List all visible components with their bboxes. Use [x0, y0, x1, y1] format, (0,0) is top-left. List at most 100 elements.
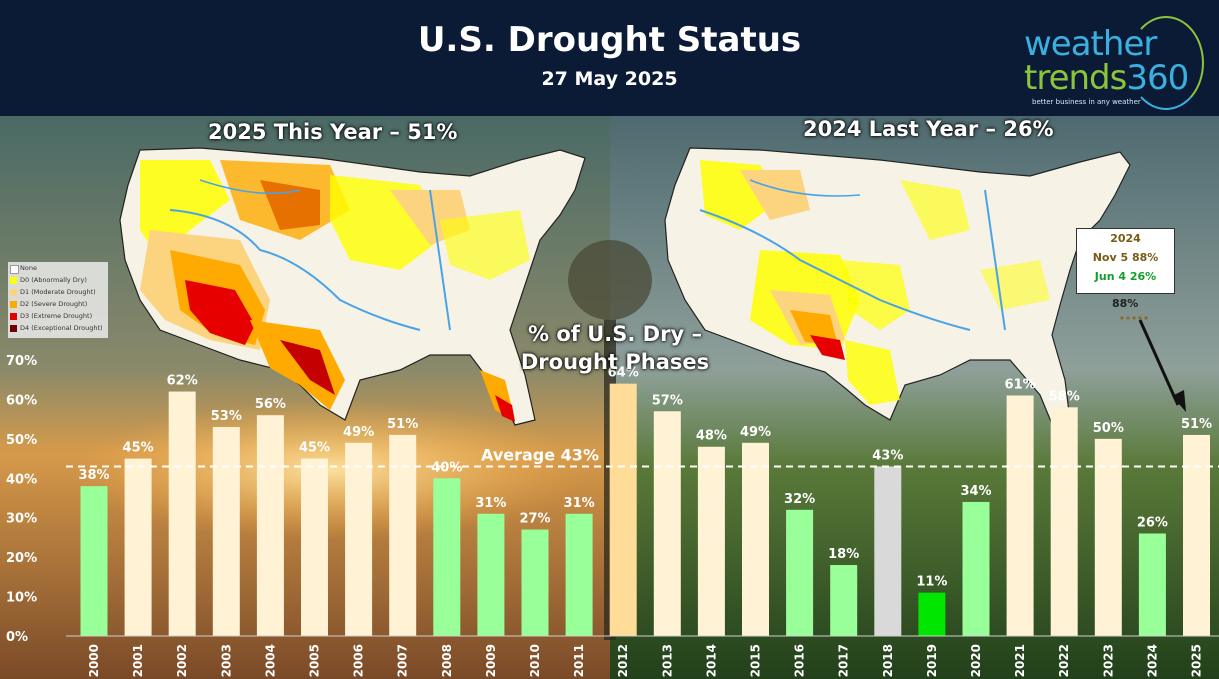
- us-map-2024: [664, 147, 1131, 425]
- bar-2002: [168, 391, 196, 636]
- value-label: 31%: [475, 496, 506, 511]
- legend-item: D3 (Extreme Drought): [8, 310, 108, 322]
- x-tick-label: 2017: [837, 644, 851, 677]
- legend-item: D2 (Severe Drought): [8, 298, 108, 310]
- legend-label: None: [20, 264, 37, 272]
- bar-2016: [786, 509, 814, 636]
- bar-2025: [1183, 434, 1210, 636]
- x-tick-label: 2010: [528, 644, 542, 677]
- y-tick-label: 60%: [6, 393, 37, 408]
- logo-text-line1: weather: [1024, 24, 1157, 64]
- legend-label: D3 (Extreme Drought): [20, 312, 93, 320]
- x-tick-label: 2007: [396, 644, 410, 677]
- value-label: 45%: [123, 441, 154, 456]
- y-tick-label: 30%: [6, 512, 37, 527]
- value-label: 51%: [1181, 417, 1212, 432]
- bar-2004: [256, 415, 284, 636]
- x-tick-label: 2008: [440, 644, 454, 677]
- legend-label: D2 (Severe Drought): [20, 300, 88, 308]
- x-tick-label: 2006: [352, 644, 366, 677]
- value-label: 49%: [740, 425, 771, 440]
- x-tick-label: 2020: [969, 644, 983, 677]
- bar-2018: [874, 466, 902, 636]
- x-tick-label: 2024: [1145, 644, 1159, 677]
- callout-peak: Nov 5 88%: [1092, 251, 1159, 264]
- bar-2003: [212, 427, 240, 636]
- y-tick-label: 0%: [6, 630, 28, 645]
- x-tick-label: 2004: [263, 644, 277, 677]
- bar-2024: [1138, 533, 1166, 636]
- chart-title: % of U.S. Dry – Drought Phases: [520, 322, 710, 374]
- value-label: 62%: [167, 374, 198, 389]
- x-tick-label: 2021: [1013, 644, 1027, 677]
- value-label: 43%: [872, 448, 903, 463]
- bar-2000: [80, 486, 108, 636]
- value-label: 64%: [608, 366, 639, 381]
- callout-box-2024: 2024 Nov 5 88% Jun 4 26%: [1076, 228, 1175, 294]
- legend-item: None: [8, 262, 108, 274]
- callout-current: Jun 4 26%: [1094, 270, 1157, 283]
- bar-2005: [301, 458, 328, 636]
- legend-swatch: [10, 265, 19, 274]
- x-tick-label: 2011: [572, 644, 586, 677]
- bar-2022: [1050, 407, 1078, 636]
- map-label-2025: 2025 This Year – 51%: [208, 120, 458, 144]
- x-tick-label: 2015: [749, 644, 763, 677]
- bar-2013: [653, 411, 681, 636]
- y-tick-label: 20%: [6, 551, 37, 566]
- value-label: 34%: [960, 484, 991, 499]
- x-tick-label: 2005: [308, 644, 322, 677]
- value-label: 50%: [1093, 421, 1124, 436]
- bar-2009: [477, 513, 505, 636]
- x-tick-label: 2013: [660, 644, 674, 677]
- value-label: 48%: [696, 429, 727, 444]
- legend-label: D4 (Exceptional Drought): [20, 324, 103, 332]
- logo-text-360: 360: [1126, 58, 1189, 98]
- x-tick-label: 2023: [1101, 644, 1115, 677]
- logo-tagline: better business in any weather: [1032, 98, 1141, 106]
- bar-2007: [389, 434, 417, 636]
- value-label: 26%: [1137, 515, 1168, 530]
- y-tick-label: 50%: [6, 433, 37, 448]
- bar-2011: [565, 513, 593, 636]
- value-label: 45%: [299, 441, 330, 456]
- x-tick-label: 2002: [175, 644, 189, 677]
- x-tick-label: 2009: [484, 644, 498, 677]
- drought-legend: None D0 (Abnormally Dry) D1 (Moderate Dr…: [8, 262, 108, 338]
- bar-2020: [962, 501, 990, 636]
- bar-2014: [697, 446, 725, 636]
- callout-year: 2024: [1110, 232, 1141, 245]
- y-tick-label: 70%: [6, 354, 37, 369]
- page-subtitle: 27 May 2025: [541, 68, 678, 90]
- bar-2008: [433, 478, 461, 636]
- bar-2015: [742, 442, 769, 636]
- bar-2012: [609, 383, 637, 636]
- logo-text-line2: trends360: [1024, 58, 1189, 98]
- brand-logo: weather trends360 better business in any…: [1018, 14, 1208, 110]
- x-tick-label: 2022: [1057, 644, 1071, 677]
- value-label: 58%: [1049, 389, 1080, 404]
- legend-item: D1 (Moderate Drought): [8, 286, 108, 298]
- bar-2017: [830, 565, 858, 636]
- value-label: 56%: [255, 397, 286, 412]
- value-label: 32%: [784, 492, 815, 507]
- value-label: 40%: [431, 460, 462, 475]
- x-tick-label: 2014: [704, 644, 718, 677]
- bar-2019: [918, 592, 946, 636]
- map-label-2024: 2024 Last Year – 26%: [803, 117, 1054, 141]
- x-tick-label: 2018: [881, 644, 895, 677]
- legend-item: D0 (Abnormally Dry): [8, 274, 108, 286]
- legend-label: D1 (Moderate Drought): [20, 288, 96, 296]
- x-tick-label: 2019: [925, 644, 939, 677]
- legend-swatch: [10, 301, 17, 308]
- value-label: 18%: [828, 547, 859, 562]
- logo-ring-icon: [1128, 16, 1204, 110]
- x-tick-label: 2025: [1190, 644, 1204, 677]
- value-label: 27%: [519, 512, 550, 527]
- y-tick-label: 10%: [6, 591, 37, 606]
- x-tick-label: 2000: [87, 644, 101, 677]
- value-label: 49%: [343, 425, 374, 440]
- value-label: 57%: [652, 393, 683, 408]
